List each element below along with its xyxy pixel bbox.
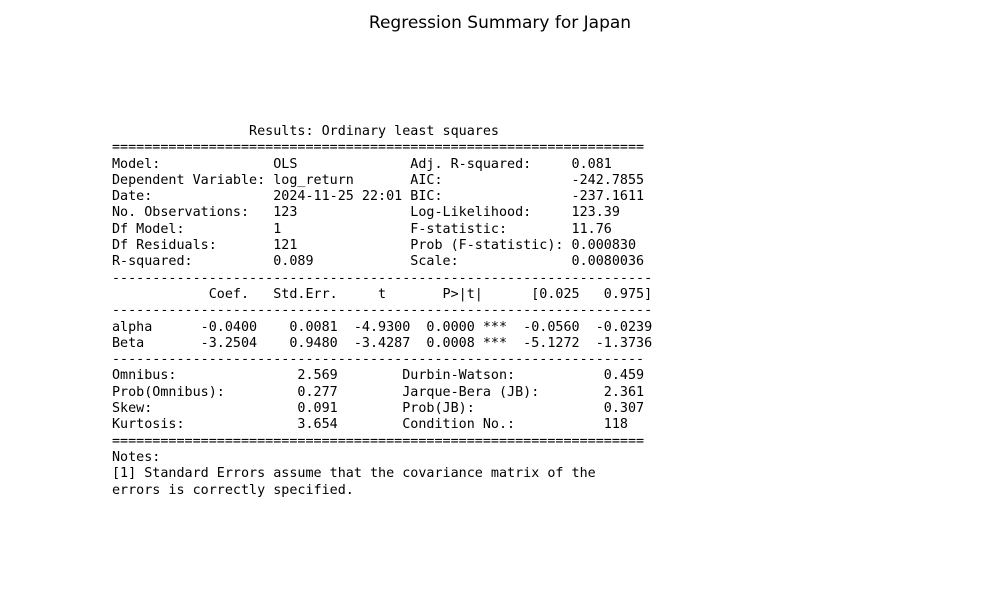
- diag-row-omnibus: Omnibus: 2.569 Durbin-Watson: 0.459: [112, 368, 645, 384]
- summary-row-df-model: Df Model: 1 F-statistic: 11.76: [112, 221, 612, 237]
- summary-row-observations: No. Observations: 123 Log-Likelihood: 12…: [112, 205, 620, 221]
- notes-line-2: errors is correctly specified.: [112, 482, 354, 498]
- diag-row-prob-omnibus: Prob(Omnibus): 0.277 Jarque-Bera (JB): 2…: [112, 384, 645, 400]
- notes-line-1: [1] Standard Errors assume that the cova…: [112, 466, 596, 482]
- summary-row-model: Model: OLS Adj. R-squared: 0.081: [112, 156, 612, 172]
- summary-row-date: Date: 2024-11-25 22:01 BIC: -237.1611: [112, 189, 645, 205]
- summary-rule-dashed: ----------------------------------------…: [112, 352, 645, 368]
- summary-rule-dashed: ----------------------------------------…: [112, 270, 653, 286]
- coef-table-header: Coef. Std.Err. t P>|t| [0.025 0.975]: [112, 286, 653, 302]
- summary-row-df-residuals: Df Residuals: 121 Prob (F-statistic): 0.…: [112, 238, 637, 254]
- diag-row-skew: Skew: 0.091 Prob(JB): 0.307: [112, 401, 645, 417]
- summary-rule-double: ========================================…: [112, 433, 645, 449]
- summary-row-dependent-variable: Dependent Variable: log_return AIC: -242…: [112, 172, 645, 188]
- diag-row-kurtosis: Kurtosis: 3.654 Condition No.: 118: [112, 417, 628, 433]
- summary-rule-double: ========================================…: [112, 140, 645, 156]
- coef-row-alpha: alpha -0.0400 0.0081 -4.9300 0.0000 *** …: [112, 319, 653, 335]
- summary-rule-dashed: ----------------------------------------…: [112, 303, 653, 319]
- coef-row-beta: Beta -3.2504 0.9480 -3.4287 0.0008 *** -…: [112, 335, 653, 351]
- summary-header: Results: Ordinary least squares: [112, 124, 499, 139]
- summary-row-r-squared: R-squared: 0.089 Scale: 0.0080036: [112, 254, 645, 270]
- regression-summary-text: Results: Ordinary least squares =========…: [112, 124, 652, 499]
- notes-heading: Notes:: [112, 449, 161, 465]
- figure-title: Regression Summary for Japan: [368, 13, 632, 33]
